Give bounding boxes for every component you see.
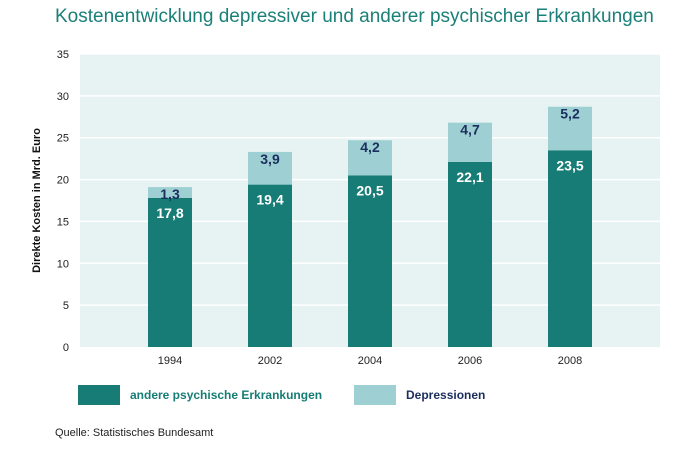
bar-andere-1994: [148, 197, 192, 347]
legend-swatch-andere: [78, 385, 120, 405]
bar-andere-2008: [548, 150, 592, 347]
x-tick-label: 2002: [258, 355, 282, 367]
bar-andere-2002: [248, 184, 292, 347]
bar-depressionen-2004: [348, 140, 392, 176]
legend-item-andere-psychische-erkrankungen: andere psychische Erkrankungen: [78, 385, 322, 405]
data-label-andere-2004: 20,5: [356, 182, 383, 198]
x-tick-label: 2008: [558, 355, 582, 367]
bar-depressionen-2008: [548, 106, 592, 151]
data-label-andere-1994: 17,8: [156, 205, 183, 221]
bar-depressionen-1994: [148, 187, 192, 198]
data-label-andere-2008: 23,5: [556, 157, 583, 173]
bar-depressionen-2002: [248, 151, 292, 185]
data-label-depressionen-2002: 3,9: [260, 151, 280, 167]
x-tick-label: 2004: [358, 355, 382, 367]
source-note: Quelle: Statistisches Bundesamt: [55, 427, 214, 439]
y-tick-label: 30: [57, 91, 69, 103]
y-axis-label: Direkte Kosten in Mrd. Euro: [31, 128, 43, 273]
y-tick-label: 20: [57, 175, 69, 187]
legend-label-depressionen: Depressionen: [406, 388, 486, 402]
bar-andere-2006: [448, 161, 492, 347]
chart-title: Kostenentwicklung depressiver und andere…: [55, 6, 654, 27]
y-tick-label: 0: [63, 342, 69, 354]
x-tick-label: 2006: [458, 355, 482, 367]
bar-andere-2004: [348, 175, 392, 347]
y-tick-label: 35: [57, 49, 69, 61]
data-label-andere-2006: 22,1: [456, 169, 483, 185]
data-label-depressionen-1994: 1,3: [160, 186, 180, 202]
y-tick-label: 5: [63, 300, 69, 312]
data-label-depressionen-2006: 4,7: [460, 122, 480, 138]
bar-depressionen-2006: [448, 122, 492, 162]
y-tick-label: 25: [57, 133, 69, 145]
data-label-depressionen-2004: 4,2: [360, 139, 380, 155]
data-label-depressionen-2008: 5,2: [560, 106, 580, 122]
x-tick-label: 1994: [158, 355, 182, 367]
data-label-andere-2002: 19,4: [256, 192, 283, 208]
legend-item-depressionen: Depressionen: [354, 385, 485, 405]
legend-label-andere: andere psychische Erkrankungen: [130, 388, 323, 402]
legend-swatch-depressionen: [354, 385, 396, 405]
y-tick-label: 15: [57, 216, 69, 228]
y-tick-label: 10: [57, 258, 69, 270]
